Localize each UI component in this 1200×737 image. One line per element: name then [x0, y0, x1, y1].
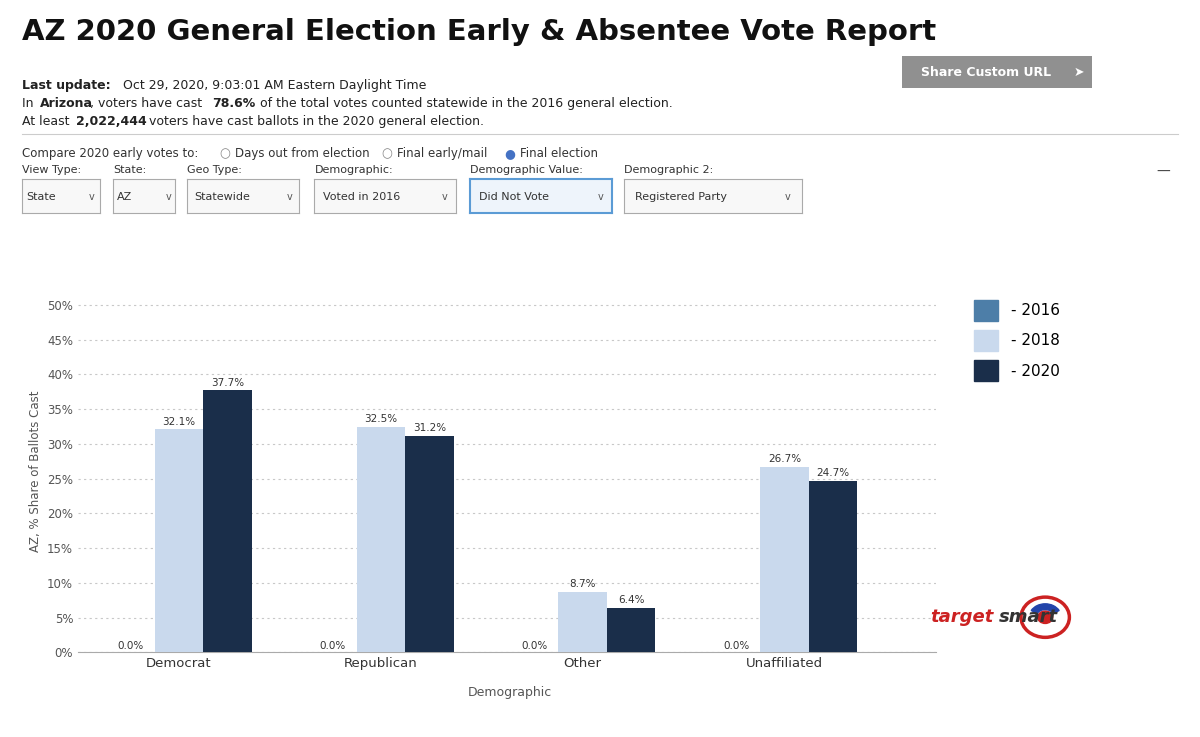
Text: AZ: AZ — [116, 192, 132, 203]
Text: 32.1%: 32.1% — [162, 416, 196, 427]
Text: Days out from election: Days out from election — [235, 147, 370, 161]
Text: ➤: ➤ — [1074, 66, 1084, 79]
Wedge shape — [1031, 604, 1060, 613]
Text: View Type:: View Type: — [22, 165, 80, 175]
Bar — [558, 592, 607, 652]
Bar — [406, 436, 454, 652]
Text: ○: ○ — [382, 147, 392, 161]
Text: Last update:: Last update: — [22, 79, 110, 92]
Bar — [203, 391, 252, 652]
Text: 26.7%: 26.7% — [768, 454, 802, 464]
Text: ○: ○ — [220, 147, 230, 161]
Text: Arizona: Arizona — [40, 97, 92, 111]
Text: Final early/mail: Final early/mail — [397, 147, 487, 161]
Text: Compare 2020 early votes to:: Compare 2020 early votes to: — [22, 147, 198, 161]
Text: 8.7%: 8.7% — [570, 579, 596, 589]
Text: 31.2%: 31.2% — [413, 423, 446, 433]
Text: , voters have cast: , voters have cast — [90, 97, 206, 111]
Bar — [809, 481, 857, 652]
Text: v: v — [785, 192, 791, 203]
Text: voters have cast ballots in the 2020 general election.: voters have cast ballots in the 2020 gen… — [145, 115, 485, 128]
Bar — [155, 430, 203, 652]
Text: AZ 2020 General Election Early & Absentee Vote Report: AZ 2020 General Election Early & Absente… — [22, 18, 936, 46]
Text: State: State — [26, 192, 56, 203]
Bar — [607, 608, 655, 652]
Text: of the total votes counted statewide in the 2016 general election.: of the total votes counted statewide in … — [256, 97, 672, 111]
Text: 78.6%: 78.6% — [212, 97, 256, 111]
Text: Final election: Final election — [520, 147, 598, 161]
Text: 24.7%: 24.7% — [816, 468, 850, 478]
Bar — [356, 427, 406, 652]
Text: target: target — [930, 608, 994, 626]
Text: Registered Party: Registered Party — [635, 192, 727, 203]
Text: Demographic Value:: Demographic Value: — [470, 165, 583, 175]
Text: Oct 29, 2020, 9:03:01 AM Eastern Daylight Time: Oct 29, 2020, 9:03:01 AM Eastern Dayligh… — [119, 79, 426, 92]
Text: v: v — [166, 192, 172, 203]
Text: In: In — [22, 97, 37, 111]
Text: v: v — [287, 192, 292, 203]
Text: 2,022,444: 2,022,444 — [76, 115, 146, 128]
Text: 32.5%: 32.5% — [365, 413, 397, 424]
Text: Did Not Vote: Did Not Vote — [479, 192, 548, 203]
Text: Voted in 2016: Voted in 2016 — [323, 192, 400, 203]
Text: 0.0%: 0.0% — [319, 641, 346, 651]
Text: Share Custom URL: Share Custom URL — [920, 66, 1051, 79]
Text: —: — — [1157, 165, 1170, 179]
Text: v: v — [598, 192, 604, 203]
Text: Statewide: Statewide — [194, 192, 250, 203]
Text: State:: State: — [113, 165, 146, 175]
Circle shape — [1038, 611, 1052, 624]
Text: At least: At least — [22, 115, 73, 128]
Legend: - 2016, - 2018, - 2020: - 2016, - 2018, - 2020 — [970, 295, 1064, 386]
Y-axis label: AZ, % Share of Ballots Cast: AZ, % Share of Ballots Cast — [29, 391, 42, 553]
Text: v: v — [89, 192, 95, 203]
Text: ●: ● — [504, 147, 515, 161]
Text: Geo Type:: Geo Type: — [187, 165, 242, 175]
Text: 0.0%: 0.0% — [724, 641, 749, 651]
Text: Demographic: Demographic — [468, 686, 552, 699]
Bar — [761, 467, 809, 652]
Text: 37.7%: 37.7% — [211, 377, 244, 388]
Text: 0.0%: 0.0% — [521, 641, 547, 651]
Text: v: v — [442, 192, 448, 203]
Text: Demographic 2:: Demographic 2: — [624, 165, 713, 175]
Text: 0.0%: 0.0% — [118, 641, 144, 651]
Text: 6.4%: 6.4% — [618, 595, 644, 605]
Text: Demographic:: Demographic: — [314, 165, 394, 175]
Text: smart: smart — [998, 608, 1057, 626]
